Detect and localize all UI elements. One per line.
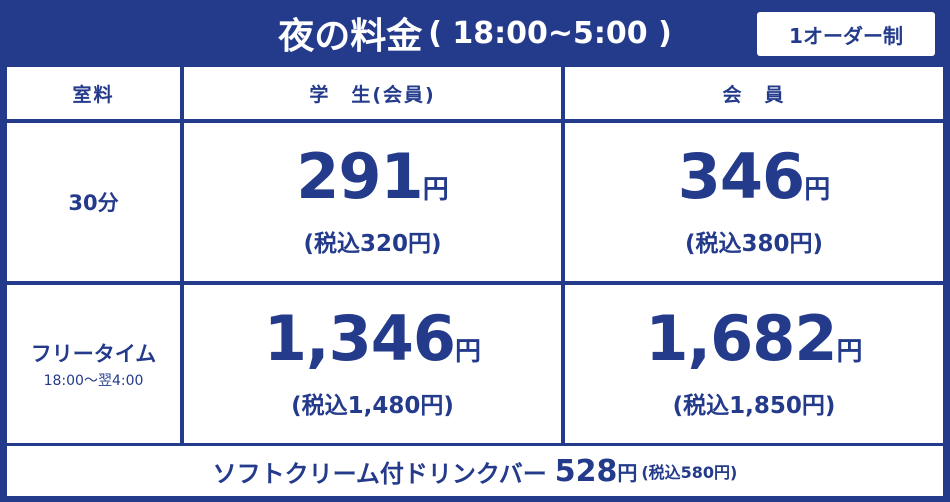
price-value: 1,682円: [645, 307, 863, 382]
title-text: 夜の料金: [278, 16, 423, 57]
price-tax: (税込1,480円): [291, 392, 454, 419]
price-cell-member-30min: 346円 (税込380円): [565, 123, 943, 281]
price-cell-member-freetime: 1,682円 (税込1,850円): [565, 285, 943, 443]
col-header-student: 学 生(会員): [184, 67, 561, 119]
price-cell-student-30min: 291円 (税込320円): [184, 123, 561, 281]
row-sublabel: 18:00〜翌4:00: [43, 373, 144, 389]
price-table: 室料 学 生(会員) 会 員 30分 291円 (税込320円) 346円 (税…: [7, 67, 943, 443]
drink-bar-yen: 円: [617, 460, 638, 485]
drink-bar-tax: (税込580円): [641, 463, 738, 482]
drink-bar-footer: ソフトクリーム付ドリンクバー 528 円 (税込580円): [7, 446, 943, 496]
page-title: 夜の料金 ( 18:00~5:00 ): [0, 0, 950, 66]
yen-unit: 円: [422, 174, 449, 205]
price-number: 346: [677, 139, 805, 213]
header: 夜の料金 ( 18:00~5:00 ) 1オーダー制: [0, 0, 950, 66]
price-tax: (税込380円): [684, 230, 824, 257]
row-label-30min: 30分: [7, 123, 180, 281]
row-label-freetime: フリータイム 18:00〜翌4:00: [7, 285, 180, 443]
price-value: 1,346円: [264, 307, 482, 382]
one-order-badge: 1オーダー制: [757, 12, 935, 56]
time-range: ( 18:00~5:00 ): [428, 15, 672, 51]
price-tax: (税込1,850円): [672, 392, 836, 419]
drink-bar-price: 528: [554, 453, 618, 489]
yen-unit: 円: [455, 336, 482, 367]
yen-unit: 円: [836, 336, 863, 367]
drink-bar-label: ソフトクリーム付ドリンクバー: [212, 459, 547, 488]
row-label-text: 30分: [68, 191, 119, 215]
price-number: 1,682: [645, 301, 837, 375]
price-tax: (税込320円): [303, 230, 442, 257]
col-header-room: 室料: [7, 67, 180, 119]
price-value: 291円: [296, 145, 449, 220]
price-number: 1,346: [263, 301, 456, 375]
price-number: 291: [296, 139, 423, 213]
yen-unit: 円: [804, 174, 831, 205]
row-label-text: フリータイム: [30, 342, 157, 366]
price-cell-student-freetime: 1,346円 (税込1,480円): [184, 285, 561, 443]
price-value: 346円: [678, 145, 831, 220]
col-header-member: 会 員: [565, 67, 943, 119]
